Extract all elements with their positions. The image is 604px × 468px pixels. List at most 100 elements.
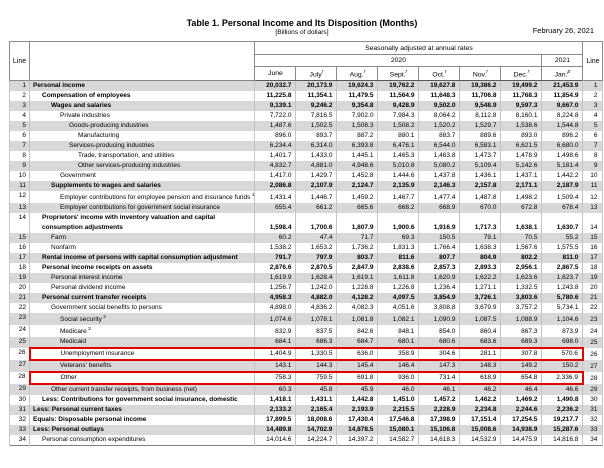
- line-number-right: 7: [582, 141, 604, 151]
- line-number-right: 24: [582, 325, 604, 338]
- value-cell: 17,398.9: [418, 415, 461, 426]
- value-cell: 20,173.9: [295, 80, 338, 91]
- value-cell: 1,226.8: [377, 283, 420, 294]
- row-label: Other services-producing industries: [28, 161, 256, 171]
- line-number-right: 33: [582, 425, 604, 436]
- table-row: 6 Manufacturing 896.0 893.7 887.2 880.1 883.7 8…: [9, 131, 604, 141]
- value-cell: 2,146.3: [418, 181, 461, 191]
- value-cell: 3,803.6: [500, 293, 543, 304]
- value-cell: 6,583.1: [459, 141, 502, 151]
- value-cell: 887.2: [336, 131, 379, 141]
- value-cell: 14,702.9: [295, 425, 338, 436]
- value-cell: 1,638.1: [500, 213, 543, 234]
- value-cell: 46.6: [541, 384, 584, 396]
- value-cell: 1,081.8: [336, 313, 379, 326]
- value-cell: 4,881.0: [295, 161, 338, 171]
- line-number-right: 29: [582, 384, 604, 396]
- value-cell: 686.3: [295, 337, 338, 349]
- value-cell: 832.9: [254, 325, 297, 338]
- value-cell: 6,393.8: [336, 141, 379, 151]
- value-cell: 791.7: [254, 253, 297, 264]
- value-cell: 873.9: [541, 325, 584, 338]
- value-cell: 678.4: [541, 203, 584, 214]
- value-cell: 3,757.2: [500, 303, 543, 314]
- line-number-left: 22: [9, 303, 30, 314]
- value-cell: 1,529.7: [459, 121, 502, 131]
- column-header-oct: Oct.r: [418, 66, 461, 81]
- value-cell: 6,621.5: [500, 141, 543, 151]
- value-cell: 5,734.1: [541, 303, 584, 314]
- value-cell: 9,548.9: [459, 101, 502, 111]
- line-number-left: 7: [9, 141, 30, 151]
- value-cell: 19,624.3: [336, 80, 379, 91]
- value-cell: 883.7: [418, 131, 461, 141]
- table-row: 11 Supplements to wages and salaries 2,086…: [9, 181, 604, 191]
- page-title: Table 1. Personal Income and Its Disposi…: [186, 18, 418, 28]
- value-cell: 5,080.2: [418, 161, 461, 171]
- value-cell: 1,452.8: [336, 171, 379, 181]
- column-header-dec: Dec.r: [500, 66, 543, 81]
- value-cell: 2,124.7: [336, 181, 379, 191]
- line-number-right: 31: [582, 405, 604, 416]
- line-number-left: 24: [9, 325, 30, 338]
- value-cell: 5,780.6: [541, 293, 584, 304]
- value-cell: 8,160.1: [500, 111, 543, 121]
- value-cell: 6,544.0: [418, 141, 461, 151]
- value-cell: 14,475.9: [500, 435, 543, 446]
- value-cell: 14,938.9: [500, 425, 543, 436]
- value-cell: 1,700.6: [295, 213, 338, 234]
- value-cell: 146.4: [377, 360, 420, 373]
- value-cell: 6,476.1: [377, 141, 420, 151]
- value-cell: 689.3: [500, 337, 543, 349]
- value-cell: 2,133.2: [254, 405, 297, 416]
- value-cell: 4,051.6: [377, 303, 420, 314]
- line-number-left: 34: [9, 435, 30, 446]
- table-row: 22 Government social benefits to persons 4…: [9, 303, 604, 314]
- value-cell: 1,508.3: [336, 121, 379, 131]
- value-cell: 14,878.5: [336, 425, 379, 436]
- value-cell: 1,598.4: [254, 213, 297, 234]
- value-cell: 8,224.8: [541, 111, 584, 121]
- value-cell: 1,508.2: [377, 121, 420, 131]
- value-cell: 1,622.2: [459, 273, 502, 284]
- value-cell: 2,876.6: [254, 263, 297, 274]
- line-number-right: 34: [582, 435, 604, 446]
- row-label: Services-producing industries: [28, 141, 256, 151]
- value-cell: 19,386.2: [459, 80, 502, 91]
- line-column-header-left: Line: [9, 41, 30, 81]
- value-cell: 358.9: [377, 347, 420, 362]
- value-cell: 4,898.0: [254, 303, 297, 314]
- personal-income-table: Line Seasonally adjusted at annual rates…: [9, 41, 604, 447]
- value-cell: 797.9: [295, 253, 338, 264]
- table-row: 16 Nonfarm 1,538.2 1,653.2 1,736.2 1,831.3 1,7…: [9, 243, 604, 254]
- value-cell: 149.2: [500, 360, 543, 373]
- value-cell: 14,618.3: [418, 435, 461, 446]
- line-number-right: 4: [582, 111, 604, 121]
- value-cell: 2,193.9: [336, 405, 379, 416]
- value-cell: 1,429.7: [295, 171, 338, 181]
- table-row: 8 Trade, transportation, and utilities 1,4…: [9, 151, 604, 161]
- value-cell: 14,014.6: [254, 435, 297, 446]
- value-cell: 867.3: [500, 325, 543, 338]
- value-cell: 14,489.8: [254, 425, 297, 436]
- line-number-left: 27: [9, 360, 30, 373]
- line-number-left: 4: [9, 111, 30, 121]
- row-label: Employer contributions for employee pens…: [28, 191, 256, 204]
- value-cell: 880.1: [377, 131, 420, 141]
- value-cell: 1,457.2: [418, 395, 461, 406]
- row-label: Supplements to wages and salaries: [28, 181, 256, 191]
- value-cell: 150.5: [418, 233, 461, 244]
- value-cell: 11,564.9: [377, 91, 420, 101]
- line-number-left: 20: [9, 283, 30, 294]
- table-row: 14 Proprietors' income with inventory val…: [9, 213, 604, 234]
- row-label: Unemployment insurance: [28, 347, 256, 362]
- value-cell: 17,899.5: [254, 415, 297, 426]
- row-label: Social security 2: [28, 313, 256, 326]
- value-cell: 1,431.4: [254, 191, 297, 204]
- value-cell: 1,437.8: [418, 171, 461, 181]
- value-cell: 15,008.6: [459, 425, 502, 436]
- value-cell: 1,404.9: [254, 347, 297, 362]
- value-cell: 1,104.6: [541, 313, 584, 326]
- table-row: 32 Equals: Disposable personal income 17,8…: [9, 415, 604, 426]
- table-row: 25 Medicaid 684.1 686.3 684.7 680.1 680.6 683.6…: [9, 337, 604, 349]
